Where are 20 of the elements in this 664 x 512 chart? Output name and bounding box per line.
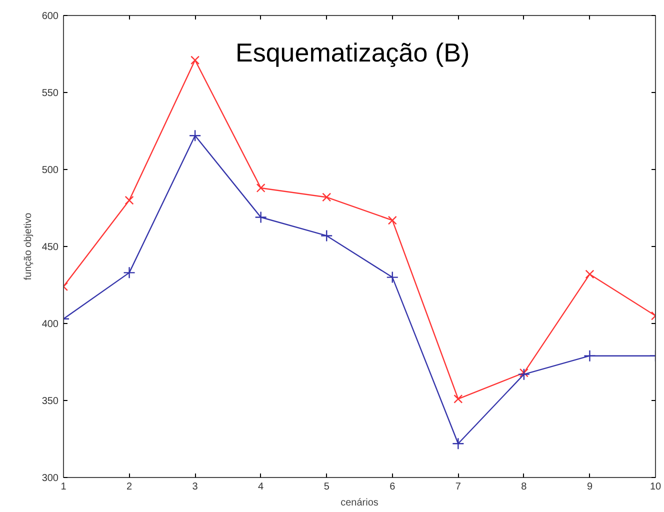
- text: Esquematização (B): [236, 38, 470, 68]
- y-tick-label: 400: [42, 319, 59, 330]
- x-tick-label: 8: [521, 482, 528, 492]
- x-tick-label: 7: [455, 482, 462, 492]
- x-axis-title: cenários: [340, 498, 378, 508]
- y-tick-label: 350: [42, 396, 59, 407]
- y-tick-label: 500: [42, 165, 59, 176]
- x-tick-label: 2: [126, 482, 132, 492]
- x-tick-label: 5: [324, 482, 330, 492]
- y-tick-label: 300: [42, 473, 59, 484]
- x-tick-label: 10: [650, 482, 662, 492]
- x-tick-label: 4: [258, 482, 264, 492]
- x-tick-label: 1: [60, 482, 67, 492]
- y-tick-label: 600: [42, 11, 59, 22]
- y-tick-label: 450: [42, 242, 59, 253]
- x-tick-label: 6: [390, 482, 396, 492]
- y-tick-label: 550: [42, 88, 59, 99]
- y-axis-title: função objetivo: [22, 212, 34, 280]
- x-tick-label: 3: [192, 482, 198, 492]
- x-tick-label: 9: [586, 482, 593, 492]
